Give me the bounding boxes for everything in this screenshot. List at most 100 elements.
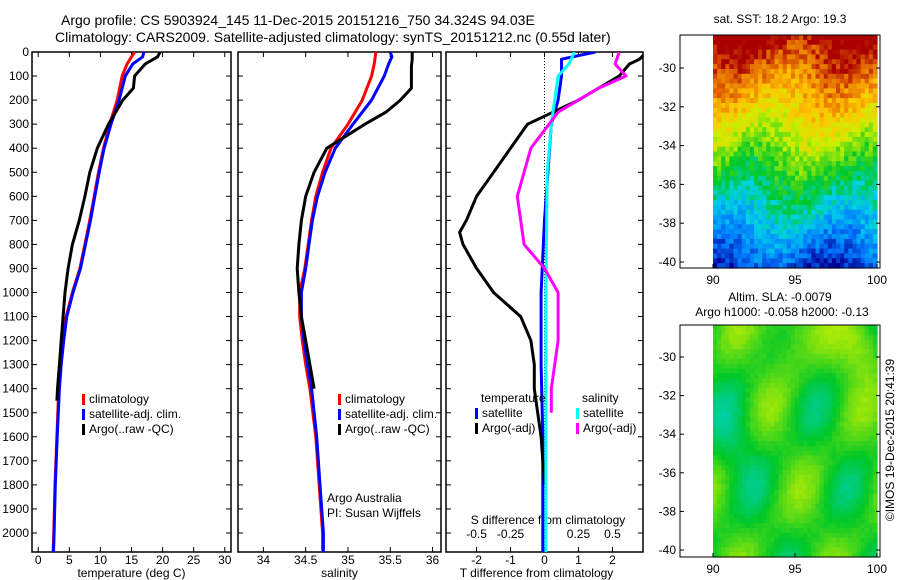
map-cell (762, 59, 767, 65)
map-cell (725, 175, 730, 182)
map-cell (713, 54, 718, 60)
map-cell (782, 253, 788, 259)
map-cell (725, 248, 730, 255)
map-cell (807, 344, 812, 350)
map-cell (811, 537, 817, 544)
map-cell (713, 450, 718, 457)
map-cell (856, 229, 862, 235)
map-cell (729, 358, 735, 365)
map-cell (778, 547, 784, 553)
map-cell (762, 542, 767, 548)
map-cell (872, 78, 878, 85)
map-cell (774, 392, 780, 399)
map-cell (745, 253, 751, 259)
map-cell (864, 263, 870, 269)
map-cell (713, 513, 718, 519)
map-cell (749, 107, 755, 114)
map-cell (766, 407, 771, 413)
map-cell (852, 363, 858, 370)
map-cell (803, 146, 808, 153)
map-cell (749, 263, 755, 269)
map-cell (737, 470, 743, 476)
map-cell (713, 358, 718, 365)
map-cell (848, 141, 853, 148)
map-cell (819, 190, 825, 196)
map-cell (725, 542, 730, 548)
map-cell (778, 190, 784, 196)
map-cell (827, 112, 833, 119)
map-cell (782, 387, 788, 394)
map-cell (749, 387, 755, 394)
map-cell (725, 494, 730, 500)
map-cell (852, 484, 858, 490)
map-cell (741, 190, 747, 196)
map-cell (749, 127, 755, 133)
map-cell (749, 363, 755, 370)
map-cell (872, 136, 878, 143)
map-cell (860, 412, 866, 418)
map-cell (733, 64, 739, 70)
map-cell (737, 465, 743, 471)
map-cell (713, 253, 718, 259)
map-cell (725, 354, 730, 360)
map-cell (823, 185, 829, 191)
map-cell (725, 234, 730, 240)
map-cell (786, 455, 792, 461)
map-cell (864, 537, 870, 544)
map-cell (790, 73, 796, 80)
map-cell (856, 474, 862, 481)
map-cell (840, 93, 845, 99)
map-cell (754, 421, 759, 428)
map-cell (848, 470, 853, 476)
map-cell (815, 170, 821, 177)
map-cell (754, 445, 759, 452)
map-cell (807, 238, 812, 245)
map-cell (766, 214, 771, 221)
map-cell (815, 344, 821, 350)
map-cell (864, 219, 870, 225)
map-cell (713, 373, 718, 379)
map-cell (766, 224, 771, 230)
map-cell (713, 103, 718, 109)
map-cell (840, 455, 845, 461)
map-cell (770, 170, 776, 177)
map-cell (860, 436, 866, 442)
map-cell (770, 69, 776, 75)
map-cell (737, 387, 743, 394)
map-cell (729, 329, 735, 336)
sla-map-title-line1: Altim. SLA: -0.0079 (728, 290, 832, 304)
map-cell (733, 83, 739, 89)
map-cell (778, 132, 784, 138)
map-cell (823, 523, 829, 529)
map-cell (754, 54, 759, 60)
map-cell (836, 339, 841, 345)
map-cell (721, 402, 726, 408)
map-cell (827, 229, 833, 235)
map-cell (749, 78, 755, 85)
map-cell (770, 368, 776, 374)
map-cell (860, 88, 866, 94)
map-cell (778, 421, 784, 428)
map-cell (774, 175, 780, 182)
map-cell (717, 523, 722, 529)
map-cell (819, 532, 825, 539)
map-cell (868, 503, 874, 510)
map-cell (823, 200, 829, 206)
map-cell (782, 537, 788, 544)
map-cell (729, 88, 735, 94)
map-cell (872, 494, 878, 500)
map-cell (868, 83, 874, 89)
map-cell (795, 508, 800, 515)
map-cell (733, 243, 739, 250)
map-cell (807, 73, 812, 80)
map-cell (733, 358, 739, 365)
map-cell (803, 180, 808, 187)
map-cell (840, 421, 845, 428)
map-cell (737, 73, 743, 80)
map-cell (823, 161, 829, 167)
map-cell (840, 416, 845, 423)
map-cell (856, 185, 862, 191)
map-cell (844, 383, 849, 389)
map-cell (782, 450, 788, 457)
map-cell (717, 112, 722, 119)
